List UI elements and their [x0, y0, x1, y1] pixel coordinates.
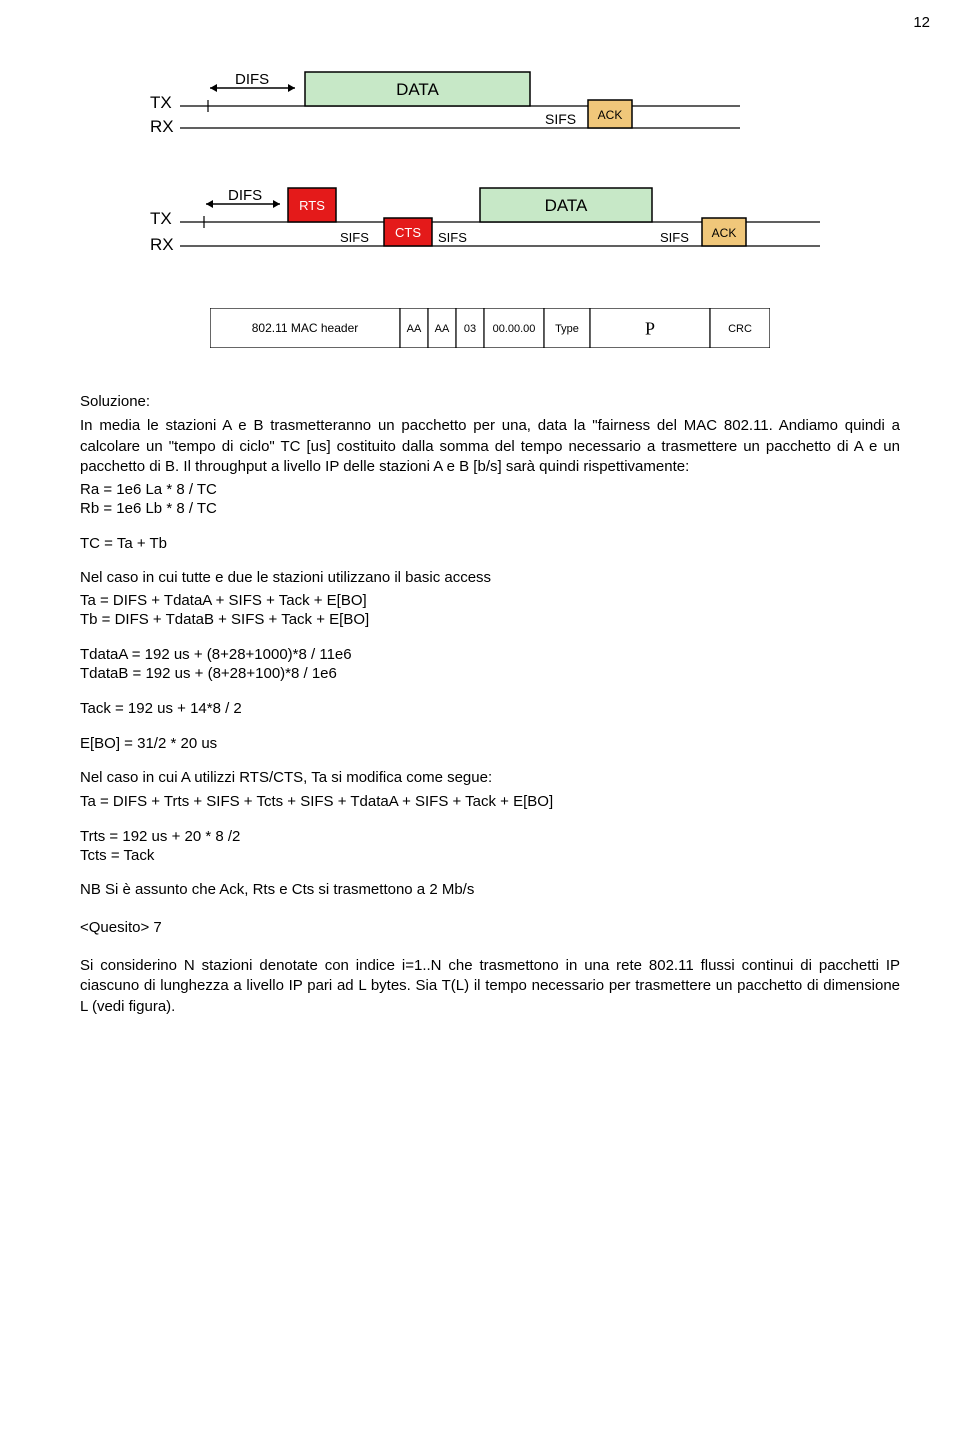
eq-ta-rts: Ta = DIFS + Trts + SIFS + Tcts + SIFS + … — [80, 793, 900, 810]
eq-tb-basic: Tb = DIFS + TdataB + SIFS + Tack + E[BO] — [80, 611, 900, 628]
svg-text:RX: RX — [150, 117, 174, 136]
svg-text:00.00.00: 00.00.00 — [493, 323, 536, 335]
packet-header-layout: 802.11 MAC header AA AA 03 00.00.00 Type P CRC — [210, 308, 770, 352]
eq-tdata-a: TdataA = 192 us + (8+28+1000)*8 / 11e6 — [80, 646, 900, 663]
eq-rb: Rb = 1e6 Lb * 8 / TC — [80, 500, 900, 517]
eq-trts: Trts = 192 us + 20 * 8 /2 — [80, 828, 900, 845]
paragraph-basic-access: Nel caso in cui tutte e due le stazioni … — [80, 568, 900, 588]
svg-text:SIFS: SIFS — [438, 230, 467, 245]
svg-text:DIFS: DIFS — [228, 187, 262, 204]
svg-text:RTS: RTS — [299, 198, 325, 213]
svg-text:ACK: ACK — [598, 108, 623, 122]
svg-text:SIFS: SIFS — [660, 230, 689, 245]
eq-tack: Tack = 192 us + 14*8 / 2 — [80, 700, 900, 717]
eq-ta-basic: Ta = DIFS + TdataA + SIFS + Tack + E[BO] — [80, 592, 900, 609]
solution-paragraph-1: In media le stazioni A e B trasmetterann… — [80, 416, 900, 477]
svg-text:802.11 MAC header: 802.11 MAC header — [252, 321, 359, 335]
page-number: 12 — [913, 14, 930, 31]
svg-text:P: P — [645, 318, 655, 338]
svg-text:CRC: CRC — [728, 323, 752, 335]
quesito-heading: <Quesito> 7 — [80, 918, 900, 938]
svg-text:TX: TX — [150, 209, 172, 228]
eq-ra: Ra = 1e6 La * 8 / TC — [80, 481, 900, 498]
eq-tcts: Tcts = Tack — [80, 847, 900, 864]
svg-text:DATA: DATA — [396, 80, 439, 99]
svg-text:DATA: DATA — [545, 196, 588, 215]
eq-ebo: E[BO] = 31/2 * 20 us — [80, 735, 900, 752]
eq-tc-sum: TC = Ta + Tb — [80, 535, 900, 552]
svg-text:AA: AA — [407, 323, 422, 335]
paragraph-rts-cts: Nel caso in cui A utilizzi RTS/CTS, Ta s… — [80, 768, 900, 788]
svg-text:03: 03 — [464, 323, 476, 335]
diagram-basic-access: TX RX DIFS DATA SIFS ACK — [140, 60, 900, 156]
svg-text:ACK: ACK — [712, 226, 737, 240]
solution-heading: Soluzione: — [80, 392, 900, 412]
svg-text:SIFS: SIFS — [340, 230, 369, 245]
svg-text:AA: AA — [435, 323, 450, 335]
svg-text:Type: Type — [555, 323, 579, 335]
svg-text:TX: TX — [150, 93, 172, 112]
quesito-paragraph: Si considerino N stazioni denotate con i… — [80, 956, 900, 1017]
diagram-rts-cts: TX RX DIFS RTS CTS DATA ACK SIFS SIFS SIFS — [140, 176, 900, 278]
eq-tdata-b: TdataB = 192 us + (8+28+100)*8 / 1e6 — [80, 665, 900, 682]
svg-text:SIFS: SIFS — [545, 111, 576, 127]
svg-text:RX: RX — [150, 235, 174, 254]
svg-text:DIFS: DIFS — [235, 71, 269, 88]
svg-text:CTS: CTS — [395, 225, 421, 240]
paragraph-nb: NB Si è assunto che Ack, Rts e Cts si tr… — [80, 880, 900, 900]
